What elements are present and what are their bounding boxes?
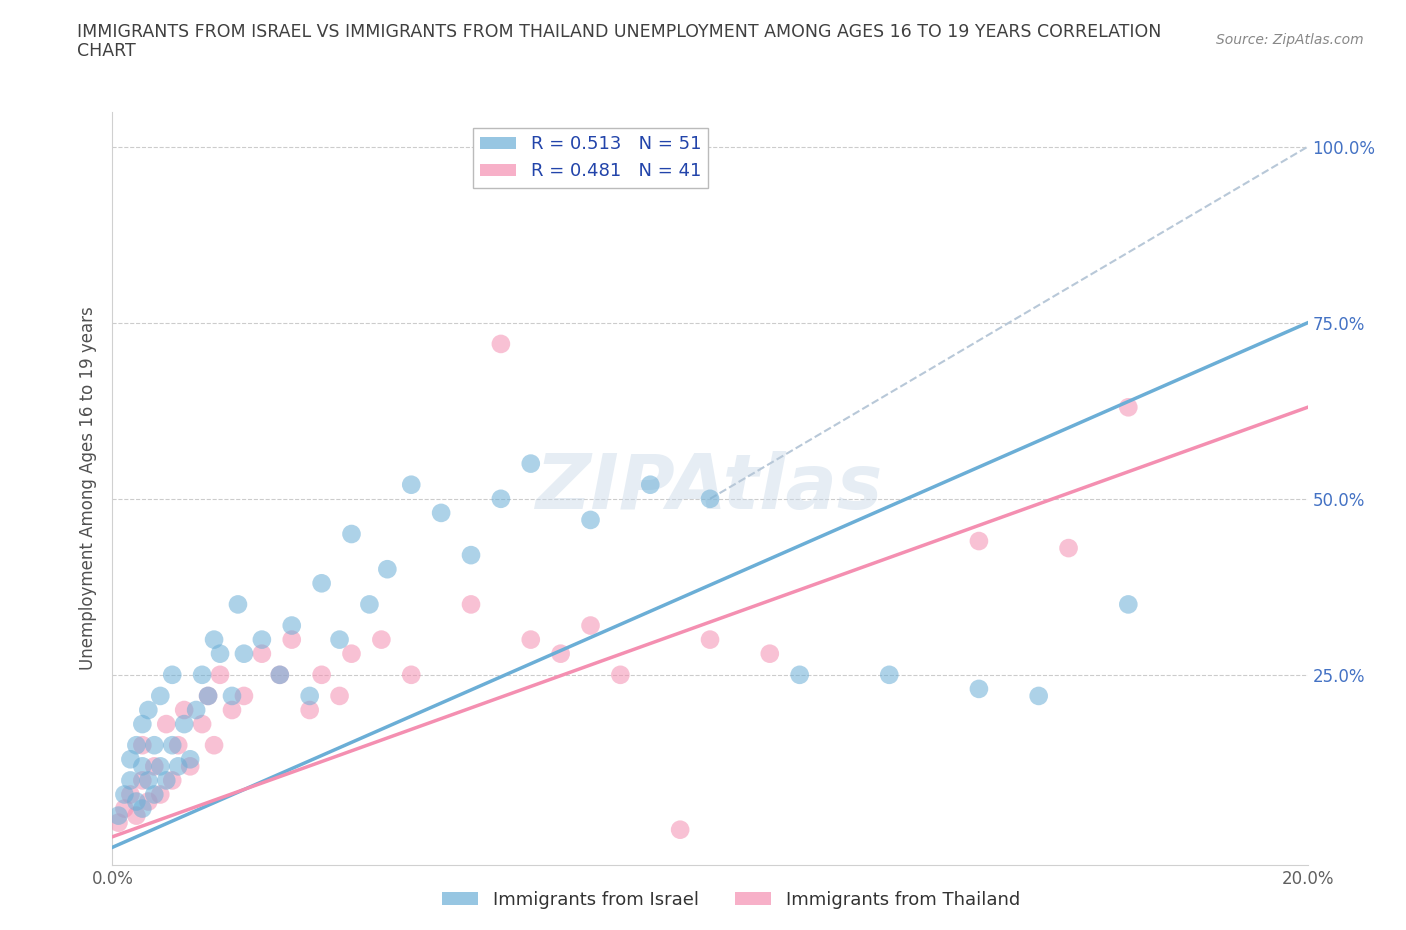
Point: [155, 717, 177, 732]
Text: ZIPAtlas: ZIPAtlas: [536, 451, 884, 525]
Point: [143, 787, 166, 802]
Point: [167, 759, 190, 774]
Point: [120, 773, 142, 788]
Point: [579, 618, 602, 633]
Point: [233, 646, 256, 661]
Point: [967, 534, 990, 549]
Point: [197, 688, 219, 703]
Point: [125, 794, 148, 809]
Point: [1118, 400, 1140, 415]
Point: [430, 505, 453, 520]
Point: [149, 688, 172, 703]
Point: [520, 632, 543, 647]
Point: [609, 668, 631, 683]
Point: [120, 751, 142, 766]
Point: [209, 646, 232, 661]
Point: [329, 688, 352, 703]
Legend: R = 0.513   N = 51, R = 0.481   N = 41: R = 0.513 N = 51, R = 0.481 N = 41: [472, 128, 709, 188]
Point: [131, 801, 153, 816]
Point: [640, 477, 662, 492]
Text: Source: ZipAtlas.com: Source: ZipAtlas.com: [1216, 33, 1364, 46]
Point: [162, 737, 183, 752]
Y-axis label: Unemployment Among Ages 16 to 19 years: Unemployment Among Ages 16 to 19 years: [79, 306, 97, 671]
Point: [149, 787, 172, 802]
Point: [520, 457, 543, 472]
Point: [125, 808, 148, 823]
Point: [143, 759, 166, 774]
Text: IMMIGRANTS FROM ISRAEL VS IMMIGRANTS FROM THAILAND UNEMPLOYMENT AMONG AGES 16 TO: IMMIGRANTS FROM ISRAEL VS IMMIGRANTS FRO…: [77, 23, 1161, 41]
Point: [550, 646, 572, 661]
Point: [579, 512, 602, 527]
Point: [359, 597, 381, 612]
Point: [167, 737, 190, 752]
Point: [699, 491, 721, 506]
Point: [125, 737, 148, 752]
Point: [179, 759, 201, 774]
Point: [879, 668, 901, 683]
Point: [340, 526, 363, 541]
Point: [131, 717, 153, 732]
Point: [131, 737, 153, 752]
Point: [197, 688, 219, 703]
Point: [298, 688, 321, 703]
Point: [340, 646, 363, 661]
Text: CHART: CHART: [77, 42, 136, 60]
Point: [138, 794, 160, 809]
Point: [226, 597, 249, 612]
Point: [281, 632, 304, 647]
Point: [1057, 540, 1080, 555]
Point: [1118, 597, 1140, 612]
Point: [131, 773, 153, 788]
Point: [149, 759, 172, 774]
Point: [138, 773, 160, 788]
Point: [107, 816, 129, 830]
Point: [191, 668, 214, 683]
Point: [114, 801, 135, 816]
Point: [460, 597, 482, 612]
Point: [120, 787, 142, 802]
Point: [209, 668, 232, 683]
Point: [202, 737, 225, 752]
Point: [789, 668, 811, 683]
Point: [162, 668, 183, 683]
Point: [233, 688, 256, 703]
Point: [269, 668, 291, 683]
Point: [250, 646, 273, 661]
Point: [221, 702, 243, 717]
Point: [131, 759, 153, 774]
Point: [173, 702, 195, 717]
Point: [191, 717, 214, 732]
Point: [1028, 688, 1050, 703]
Point: [759, 646, 782, 661]
Point: [202, 632, 225, 647]
Point: [186, 702, 208, 717]
Point: [269, 668, 291, 683]
Point: [370, 632, 392, 647]
Point: [967, 682, 990, 697]
Point: [489, 337, 512, 352]
Point: [173, 717, 195, 732]
Point: [107, 808, 129, 823]
Point: [155, 773, 177, 788]
Point: [221, 688, 243, 703]
Point: [250, 632, 273, 647]
Point: [179, 751, 201, 766]
Point: [401, 668, 423, 683]
Point: [699, 632, 721, 647]
Point: [138, 702, 160, 717]
Point: [401, 477, 423, 492]
Point: [143, 737, 166, 752]
Point: [329, 632, 352, 647]
Legend: Immigrants from Israel, Immigrants from Thailand: Immigrants from Israel, Immigrants from …: [436, 884, 1026, 916]
Point: [162, 773, 183, 788]
Point: [114, 787, 135, 802]
Point: [311, 576, 333, 591]
Point: [489, 491, 512, 506]
Point: [377, 562, 399, 577]
Point: [281, 618, 304, 633]
Point: [669, 822, 692, 837]
Point: [298, 702, 321, 717]
Point: [460, 548, 482, 563]
Point: [311, 668, 333, 683]
